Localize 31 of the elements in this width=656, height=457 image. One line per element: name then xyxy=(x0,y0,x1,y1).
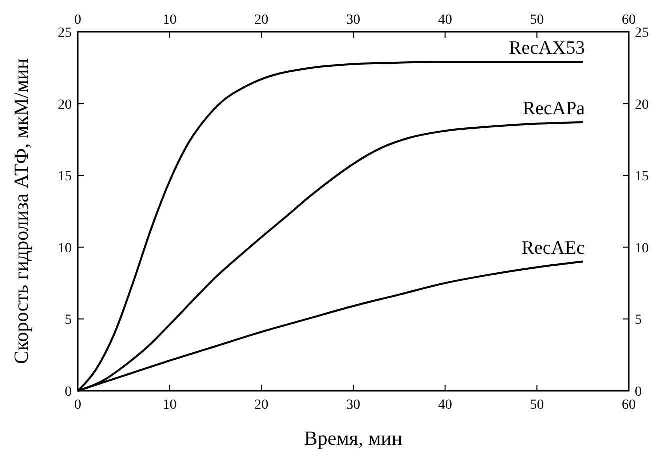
y2-tick-label: 10 xyxy=(635,241,649,256)
x-tick-label: 40 xyxy=(438,13,452,28)
x2-tick-label: 60 xyxy=(622,398,636,413)
y2-tick-label: 15 xyxy=(635,170,649,185)
y-tick-label: 15 xyxy=(58,170,72,185)
x2-tick-label: 20 xyxy=(254,398,269,413)
x-tick-label: 50 xyxy=(530,13,544,28)
x-axis-title: Время, мин xyxy=(304,428,403,450)
x2-tick-label: 50 xyxy=(530,398,544,413)
x-tick-label: 0 xyxy=(74,13,82,28)
y2-tick-label: 25 xyxy=(635,26,649,41)
x-tick-label: 10 xyxy=(162,13,177,28)
x-tick-label: 30 xyxy=(346,13,360,28)
x2-tick-label: 10 xyxy=(162,398,177,413)
x2-tick-label: 40 xyxy=(438,398,452,413)
y-axis-title: Скорость гидролиза АТФ, мкМ/мин xyxy=(11,58,33,364)
x2-tick-label: 0 xyxy=(74,398,82,413)
y2-tick-label: 0 xyxy=(635,385,642,400)
x-tick-label: 20 xyxy=(254,13,269,28)
y-tick-label: 0 xyxy=(65,385,72,400)
y-tick-label: 10 xyxy=(58,241,72,256)
y-tick-label: 5 xyxy=(65,313,72,328)
series-label: RecAX53 xyxy=(509,38,586,60)
x2-tick-label: 30 xyxy=(346,398,360,413)
x-tick-label: 60 xyxy=(622,13,636,28)
y-tick-label: 20 xyxy=(58,98,72,113)
series-label: RecAPa xyxy=(522,98,586,120)
y-tick-label: 25 xyxy=(58,26,72,41)
series-label: RecAEc xyxy=(522,238,586,259)
y2-tick-label: 20 xyxy=(635,98,649,113)
y2-tick-label: 5 xyxy=(635,313,642,328)
